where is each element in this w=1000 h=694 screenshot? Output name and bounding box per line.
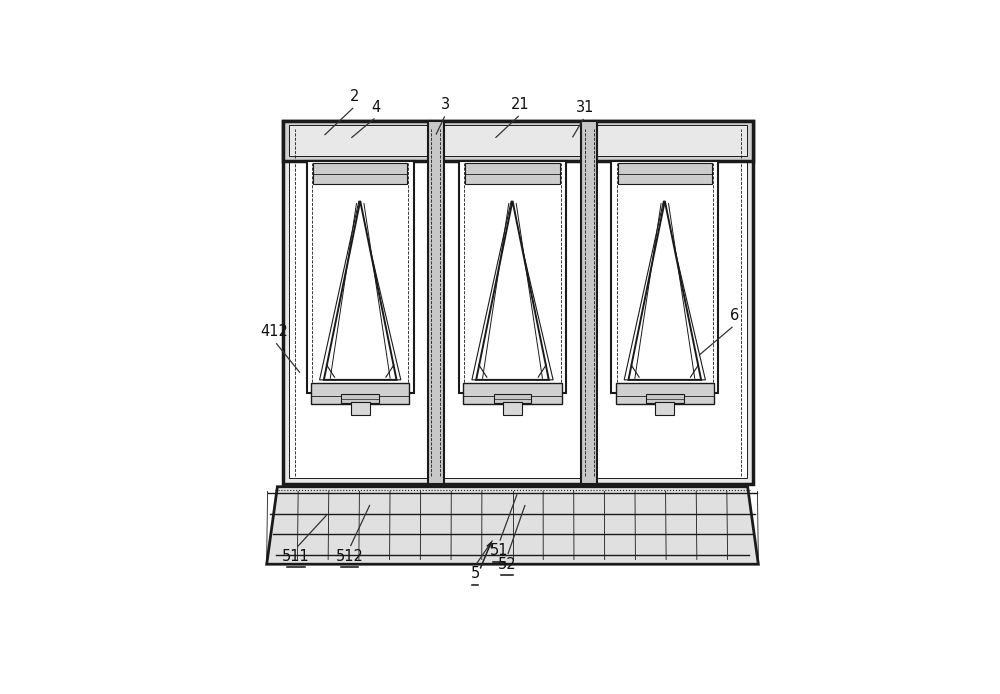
Bar: [283, 121, 753, 161]
Polygon shape: [624, 201, 705, 380]
Bar: [459, 161, 566, 393]
Bar: [616, 382, 714, 404]
Text: 51: 51: [490, 543, 508, 559]
Text: 6: 6: [730, 308, 739, 323]
Bar: [581, 121, 597, 484]
Text: 52: 52: [498, 557, 516, 572]
Text: 5: 5: [470, 566, 480, 582]
Bar: [313, 164, 407, 184]
Bar: [618, 164, 712, 184]
Polygon shape: [320, 201, 401, 380]
Bar: [289, 127, 747, 477]
Polygon shape: [267, 486, 758, 564]
Polygon shape: [628, 201, 701, 380]
Bar: [646, 394, 684, 403]
Bar: [494, 394, 531, 403]
Bar: [465, 164, 560, 184]
Bar: [428, 121, 444, 484]
Bar: [611, 161, 718, 393]
Text: 21: 21: [511, 97, 530, 112]
Text: 2: 2: [350, 89, 360, 104]
Bar: [503, 403, 522, 414]
Bar: [289, 125, 747, 156]
Text: 512: 512: [336, 549, 363, 564]
Text: 511: 511: [282, 549, 310, 564]
Text: 31: 31: [575, 100, 594, 115]
Bar: [463, 382, 562, 404]
Text: 4: 4: [372, 100, 381, 115]
Bar: [655, 403, 674, 414]
Bar: [351, 403, 370, 414]
Bar: [341, 394, 379, 403]
Text: 412: 412: [261, 324, 289, 339]
Polygon shape: [472, 201, 553, 380]
Polygon shape: [476, 201, 549, 380]
Polygon shape: [324, 201, 397, 380]
Bar: [307, 161, 414, 393]
Bar: [311, 382, 409, 404]
Bar: [283, 121, 753, 484]
Text: 3: 3: [441, 97, 450, 112]
